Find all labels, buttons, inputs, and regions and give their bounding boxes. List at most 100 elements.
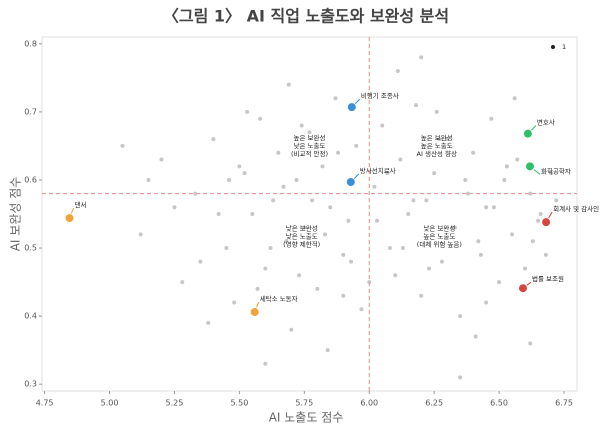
point xyxy=(385,171,390,176)
point xyxy=(510,232,515,237)
point xyxy=(211,137,216,142)
point xyxy=(478,252,483,257)
point xyxy=(380,123,385,128)
point xyxy=(465,191,470,196)
highlight-label: 댄서 xyxy=(75,200,87,209)
x-tick-label: 5.25 xyxy=(166,399,184,408)
quadrant-label: AI 생산성 향상 xyxy=(417,149,457,158)
point xyxy=(198,259,203,264)
point xyxy=(216,212,221,216)
point xyxy=(325,348,330,353)
point xyxy=(398,157,403,162)
point xyxy=(395,69,400,74)
point xyxy=(159,157,164,162)
highlight-label: 회계사 및 감사인 xyxy=(553,204,599,213)
point xyxy=(263,361,268,366)
point xyxy=(346,218,351,223)
x-tick-label: 6.00 xyxy=(360,399,378,408)
y-tick-label: 0.5 xyxy=(24,244,37,253)
point xyxy=(172,205,177,210)
point xyxy=(406,212,411,216)
y-tick-label: 0.6 xyxy=(24,175,37,184)
x-tick-label: 6.50 xyxy=(490,399,508,408)
point xyxy=(528,191,533,196)
point xyxy=(473,334,478,339)
point xyxy=(543,252,548,257)
quadrant-label: 높은 노출도 xyxy=(423,231,455,240)
point xyxy=(413,103,418,108)
highlight-point xyxy=(346,102,357,113)
point xyxy=(484,300,489,305)
point xyxy=(120,143,125,148)
quadrant-label: (대체 위험 높음) xyxy=(417,240,462,248)
point xyxy=(437,137,442,142)
point xyxy=(320,164,325,169)
quadrant-label: 낮은 노출도 xyxy=(294,141,326,150)
point xyxy=(299,123,304,128)
point xyxy=(255,286,260,291)
point xyxy=(549,171,554,176)
point xyxy=(294,177,299,182)
x-tick-label: 6.25 xyxy=(425,399,443,408)
plot-area xyxy=(41,36,578,392)
point xyxy=(341,252,346,257)
highlight-point xyxy=(64,213,75,224)
quadrant-label: 높은 보완성 xyxy=(294,133,326,142)
point xyxy=(289,327,294,332)
point xyxy=(463,177,468,182)
highlight-label: 법률 보조원 xyxy=(532,274,564,283)
point xyxy=(232,300,237,305)
point xyxy=(315,286,320,291)
y-tick-label: 0.7 xyxy=(24,107,37,116)
point xyxy=(328,205,333,210)
quadrant-label: (영향 제한적) xyxy=(283,239,320,248)
point xyxy=(424,198,429,203)
point xyxy=(250,212,255,216)
point xyxy=(237,164,242,169)
point xyxy=(258,116,263,121)
point xyxy=(375,218,380,223)
point xyxy=(372,184,377,189)
point xyxy=(307,130,312,135)
highlight-label: 비행기 조종사 xyxy=(361,91,399,100)
point xyxy=(538,212,543,216)
point xyxy=(445,137,450,142)
highlight-label: 변호사 xyxy=(537,118,555,127)
chart-title: 〈그림 1〉 AI 직업 노출도와 보완성 분석 xyxy=(163,7,449,26)
point xyxy=(419,55,424,60)
highlight-label: 화학공학자 xyxy=(541,166,571,175)
y-axis-label: AI 보완성 점수 xyxy=(9,177,23,252)
point xyxy=(515,157,520,162)
point xyxy=(193,191,198,196)
point xyxy=(271,198,276,203)
point xyxy=(138,232,143,237)
legend-label: 1 xyxy=(562,43,566,51)
legend-marker xyxy=(551,45,555,49)
point xyxy=(336,150,341,155)
point xyxy=(354,143,359,148)
point xyxy=(491,205,496,210)
point xyxy=(471,150,476,155)
point xyxy=(242,171,247,176)
point xyxy=(536,218,541,223)
highlight-label: 방사선치료사 xyxy=(360,166,396,175)
highlight-point xyxy=(524,161,535,172)
point xyxy=(146,177,151,182)
y-tick-label: 0.8 xyxy=(24,39,37,48)
quadrant-label: 낮은 보완성 xyxy=(286,223,318,232)
point xyxy=(349,259,354,264)
quadrant-label: 높은 노출도 xyxy=(421,141,453,150)
point xyxy=(206,320,211,325)
x-tick-label: 5.75 xyxy=(295,399,313,408)
point xyxy=(504,164,509,169)
point xyxy=(263,266,268,271)
point xyxy=(554,198,559,203)
quadrant-label: (비교적 안정) xyxy=(291,149,328,158)
point xyxy=(450,225,455,230)
highlight-point xyxy=(517,283,528,294)
point xyxy=(484,205,489,210)
point xyxy=(497,280,502,285)
point xyxy=(341,293,346,298)
quadrant-label: 낮은 보완성 xyxy=(423,223,455,232)
